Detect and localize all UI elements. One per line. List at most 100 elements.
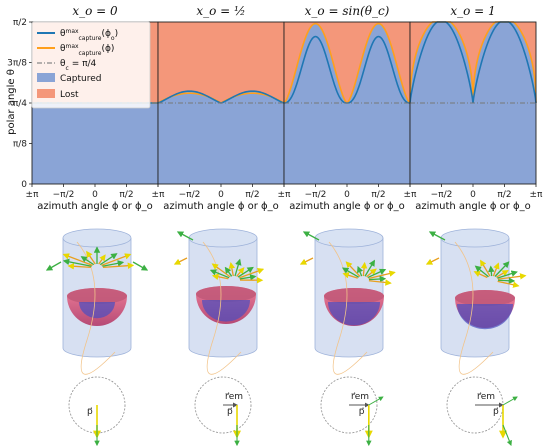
ray-arrow bbox=[299, 257, 314, 265]
ray-arrow bbox=[62, 258, 92, 267]
hemisphere-rim bbox=[324, 288, 384, 304]
y-tick-label: π/4 bbox=[13, 99, 27, 109]
ray-arrow bbox=[497, 277, 516, 284]
x-tick-label: 0 bbox=[218, 190, 224, 200]
x-tick-label: π/2 bbox=[245, 190, 259, 200]
ray-arrow bbox=[228, 262, 236, 277]
x-tick-label: ±π bbox=[278, 190, 292, 200]
x-tick-label: ±π bbox=[152, 190, 166, 200]
ray-arrow bbox=[497, 270, 518, 279]
legend-frame bbox=[31, 21, 151, 109]
legend-label-lost: Lost bbox=[60, 90, 79, 100]
x-tick-label: −π/2 bbox=[179, 190, 201, 200]
x-axis-label: azimuth angle ϕ or ϕ_o bbox=[37, 201, 153, 212]
captured-region bbox=[158, 91, 284, 184]
ray-arrow bbox=[224, 266, 233, 277]
cylinder-top bbox=[62, 228, 132, 248]
ray-arrow bbox=[98, 254, 106, 265]
x-tick-label: ±π bbox=[404, 190, 418, 200]
x-axis-label: azimuth angle ϕ or ϕ_o bbox=[163, 201, 279, 212]
exit-ray bbox=[502, 424, 512, 446]
x-tick-label: 0 bbox=[92, 190, 98, 200]
top-view-4: r⃗em p⃗ bbox=[446, 376, 518, 446]
captured-region bbox=[32, 103, 158, 184]
panel-title: x_o = 0 bbox=[72, 4, 118, 18]
ray-arrow bbox=[211, 263, 231, 278]
ray-arrow bbox=[492, 262, 500, 277]
hemisphere-rim bbox=[455, 290, 515, 306]
r-em-label: r⃗em bbox=[225, 392, 243, 402]
p-label: p⃗ bbox=[359, 407, 365, 417]
x-axis-label: azimuth angle ϕ or ϕ_o bbox=[415, 201, 531, 212]
ray-arrow bbox=[368, 279, 392, 286]
ray-arrow bbox=[368, 275, 387, 283]
x-tick-label: ±π bbox=[26, 190, 40, 200]
y-tick-label: 3π/8 bbox=[7, 59, 27, 69]
captured-cap bbox=[328, 302, 380, 326]
captured-cap bbox=[79, 302, 115, 319]
y-tick-label: π/8 bbox=[13, 140, 27, 150]
x-tick-label: π/2 bbox=[119, 190, 133, 200]
y-tick-label: π/2 bbox=[13, 18, 27, 28]
ray-arrow bbox=[101, 253, 132, 266]
ray-arrow bbox=[102, 262, 135, 269]
captured-cap bbox=[202, 300, 250, 322]
ray-arrow bbox=[364, 259, 376, 277]
hemisphere-rim bbox=[67, 288, 127, 304]
legend-swatch-captured bbox=[37, 73, 55, 82]
fiber-cross-section bbox=[194, 376, 252, 434]
ray-arrow bbox=[497, 273, 527, 280]
ray-arrow bbox=[239, 274, 257, 281]
legend-label-captured: Captured bbox=[60, 74, 102, 84]
x-tick-label: ±π bbox=[530, 190, 544, 200]
panel-title: x_o = ½ bbox=[196, 4, 245, 18]
ray-arrow bbox=[425, 257, 440, 265]
reflected-ray bbox=[502, 396, 518, 406]
ray-arrow bbox=[345, 261, 361, 277]
ray-arrow bbox=[342, 272, 358, 279]
x-tick-label: −π/2 bbox=[305, 190, 327, 200]
legend-swatch-lost bbox=[37, 89, 55, 98]
ray-arrow bbox=[428, 231, 446, 241]
ray-arrow bbox=[45, 261, 62, 271]
ray-arrow bbox=[211, 273, 229, 280]
r-em-label: r⃗em bbox=[351, 392, 369, 402]
y-tick-label: 0 bbox=[21, 180, 27, 190]
ray-arrow bbox=[237, 266, 254, 278]
ray-arrow bbox=[209, 269, 230, 279]
ray-arrow bbox=[86, 250, 96, 265]
x-tick-label: −π/2 bbox=[53, 190, 75, 200]
ray-arrow bbox=[473, 271, 488, 279]
ray-arrow bbox=[67, 263, 92, 270]
legend: θmaxcapture(ϕo) θmaxcapture(ϕ) θc = π/4 … bbox=[31, 21, 151, 109]
ray-arrow bbox=[238, 268, 265, 279]
p-label: p⃗ bbox=[87, 407, 93, 417]
reflected-ray bbox=[368, 396, 384, 406]
ray-arrow bbox=[102, 260, 125, 267]
ray-arrow bbox=[367, 268, 387, 279]
ray-arrow bbox=[132, 261, 149, 271]
fiber-cross-section bbox=[320, 376, 378, 434]
ray-arrow bbox=[99, 253, 118, 266]
top-view-row: p⃗ r⃗em p⃗ r⃗em p⃗ r⃗em p⃗ bbox=[68, 376, 518, 446]
legend-label-theta-c: θc = π/4 bbox=[60, 59, 97, 72]
scene-3 bbox=[299, 228, 396, 375]
captured-cap bbox=[457, 304, 513, 330]
ray-arrow bbox=[80, 256, 95, 266]
top-view-3: r⃗em p⃗ bbox=[320, 376, 384, 446]
hemisphere-rim bbox=[196, 286, 256, 302]
p-label: p⃗ bbox=[227, 407, 233, 417]
x-tick-label: π/2 bbox=[371, 190, 385, 200]
ray-arrow bbox=[488, 265, 495, 277]
cylinder-top bbox=[440, 228, 510, 248]
scene-2 bbox=[173, 228, 265, 375]
x-axis-label: azimuth angle ϕ or ϕ_o bbox=[289, 201, 405, 212]
ray-arrow bbox=[173, 257, 188, 265]
top-view-1: p⃗ bbox=[68, 376, 126, 446]
ray-arrow bbox=[480, 259, 491, 277]
ray-arrow bbox=[234, 258, 242, 277]
